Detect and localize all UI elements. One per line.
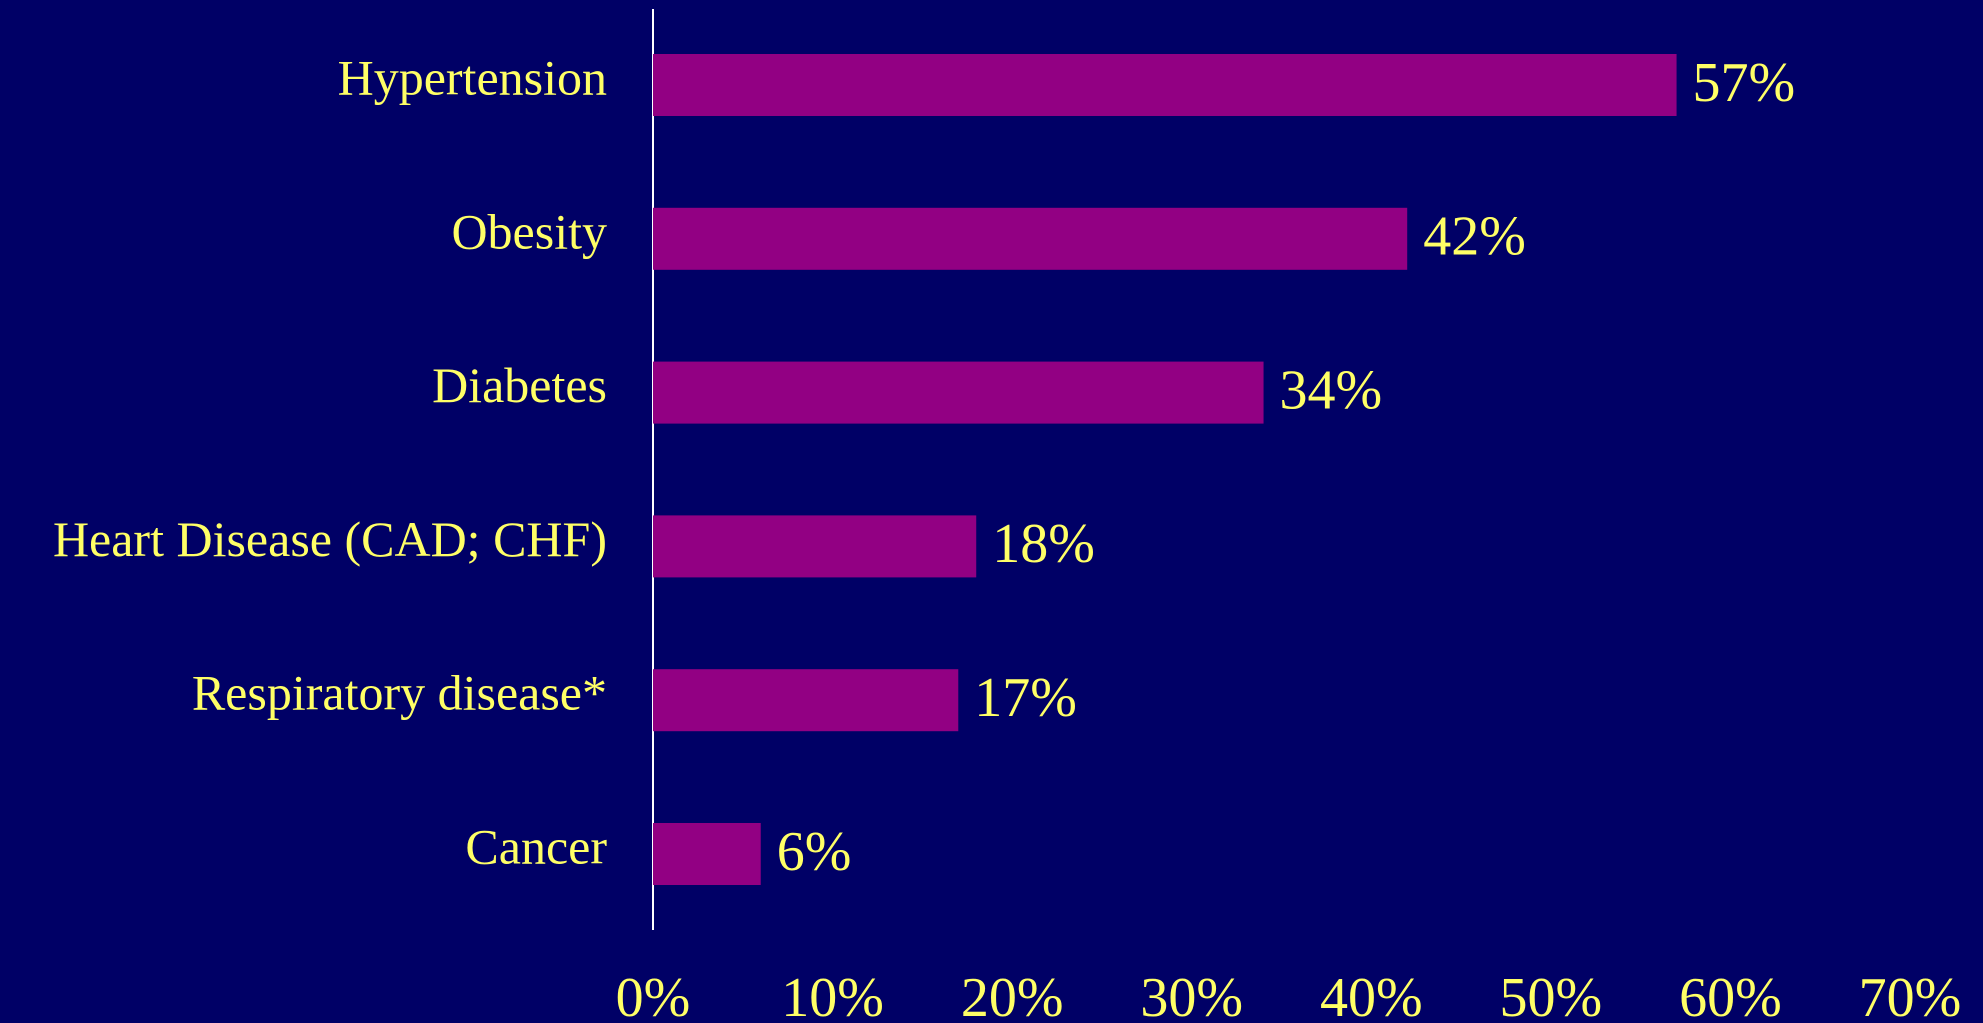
- x-tick-label: 40%: [1320, 967, 1423, 1023]
- value-label: 18%: [992, 513, 1095, 575]
- y-tick-label: Obesity: [451, 203, 607, 259]
- bar: [653, 54, 1677, 116]
- y-tick-label: Hypertension: [338, 49, 607, 105]
- x-tick-label: 30%: [1140, 967, 1243, 1023]
- x-tick-label: 60%: [1679, 967, 1782, 1023]
- value-label: 6%: [777, 821, 852, 883]
- x-tick-label: 70%: [1859, 967, 1962, 1023]
- value-label: 57%: [1693, 52, 1796, 114]
- value-label: 42%: [1423, 206, 1526, 268]
- bar: [653, 361, 1264, 424]
- bar: [653, 515, 977, 578]
- value-label: 34%: [1280, 359, 1383, 421]
- bar: [653, 823, 761, 885]
- value-label: 17%: [974, 667, 1077, 729]
- x-tick-label: 10%: [781, 967, 884, 1023]
- y-tick-label: Heart Disease (CAD; CHF): [53, 511, 607, 567]
- x-tick-label: 20%: [961, 967, 1064, 1023]
- y-tick-label: Diabetes: [432, 357, 607, 413]
- y-tick-label: Respiratory disease*: [192, 665, 607, 721]
- bar: [653, 669, 959, 732]
- bar: [653, 207, 1408, 270]
- x-tick-label: 50%: [1500, 967, 1603, 1023]
- x-tick-label: 0%: [616, 967, 691, 1023]
- y-tick-label: Cancer: [465, 818, 607, 874]
